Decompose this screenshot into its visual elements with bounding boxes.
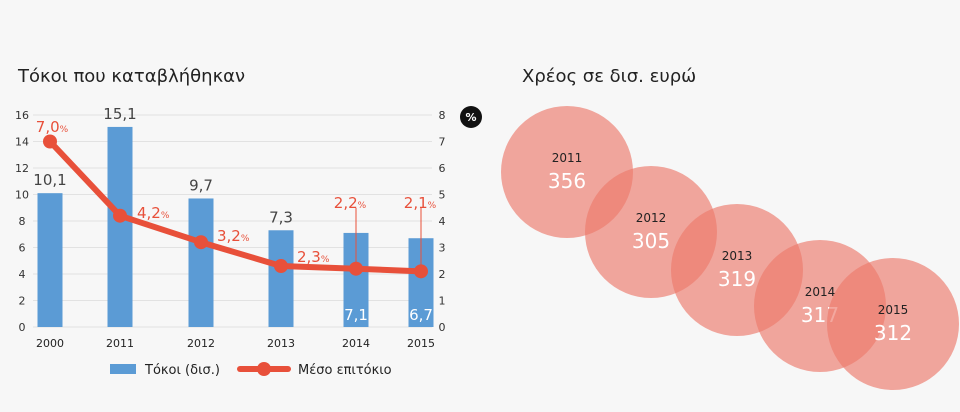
y-left-tick: 14 [15, 136, 29, 149]
x-tick: 2015 [407, 337, 435, 350]
bubble-value-label: 305 [632, 229, 670, 253]
x-tick: 2012 [187, 337, 215, 350]
bar-value-label: 9,7 [189, 176, 213, 194]
bubble-year-label: 2013 [722, 249, 753, 263]
x-tick: 2014 [342, 337, 370, 350]
y-left-tick: 10 [15, 189, 29, 202]
y-right-tick: 2 [439, 268, 446, 281]
x-tick: 2013 [267, 337, 295, 350]
bubble-value-label: 356 [548, 169, 586, 193]
bar [188, 198, 214, 327]
bubble-year-label: 2015 [878, 303, 909, 317]
y-left-tick: 16 [15, 109, 29, 122]
bubble-year-label: 2011 [552, 151, 583, 165]
y-right-tick: 5 [439, 189, 446, 202]
bar-value-label: 7,3 [269, 208, 293, 226]
bubble-value-label: 312 [874, 321, 912, 345]
line-series [47, 139, 422, 275]
bubble-year-label: 2012 [636, 211, 667, 225]
legend-bar-swatch [110, 364, 136, 374]
y-right-tick: 4 [439, 215, 446, 228]
bar-value-label: 10,1 [33, 171, 66, 189]
bar [268, 230, 294, 327]
bubble-chart-title: Χρέος σε δισ. ευρώ [522, 66, 697, 87]
bar-value-label: 15,1 [103, 105, 136, 123]
x-tick: 2000 [36, 337, 64, 350]
y-left-tick: 8 [19, 215, 26, 228]
y-right-tick: 3 [439, 242, 446, 255]
line-point [113, 208, 127, 223]
bar [37, 193, 63, 327]
y-right-tick: 6 [439, 162, 446, 175]
line-point [349, 261, 363, 276]
legend-line-marker [257, 362, 271, 376]
bar [107, 126, 133, 327]
debt-bubble [827, 258, 959, 390]
line-point [194, 235, 208, 250]
y-left-tick: 4 [19, 268, 26, 281]
line-value-label: 2,2% [334, 194, 367, 212]
y-right-tick: 8 [439, 109, 446, 122]
line-value-label: 2,1% [404, 194, 437, 212]
y-right-tick: 0 [439, 321, 446, 334]
bubble-value-label: 319 [718, 267, 756, 291]
y-right-tick: 7 [439, 136, 446, 149]
percent-badge-label: % [465, 111, 476, 124]
y-left-tick: 12 [15, 162, 29, 175]
y-left-tick: 2 [19, 295, 26, 308]
legend-bar-label: Τόκοι (δισ.) [144, 363, 220, 378]
bar-value-label: 7,1 [344, 306, 368, 324]
y-left-tick: 6 [19, 242, 26, 255]
bar-value-label: 6,7 [409, 306, 433, 324]
bar-chart-title: Τόκοι που καταβλήθηκαν [18, 66, 246, 87]
percent-badge [460, 106, 482, 128]
line-point [274, 259, 288, 274]
legend-line-label: Μέσο επιτόκιο [298, 363, 392, 378]
line-point [43, 134, 57, 149]
x-tick: 2011 [106, 337, 134, 350]
line-value-label: 3,2% [217, 227, 250, 245]
y-left-tick: 0 [19, 321, 26, 334]
line-value-label: 4,2% [137, 204, 170, 222]
y-right-tick: 1 [439, 295, 446, 308]
line-value-label: 7,0% [36, 118, 69, 136]
line-point [414, 264, 428, 279]
line-value-label: 2,3% [297, 248, 330, 266]
bubble-year-label: 2014 [805, 285, 836, 299]
